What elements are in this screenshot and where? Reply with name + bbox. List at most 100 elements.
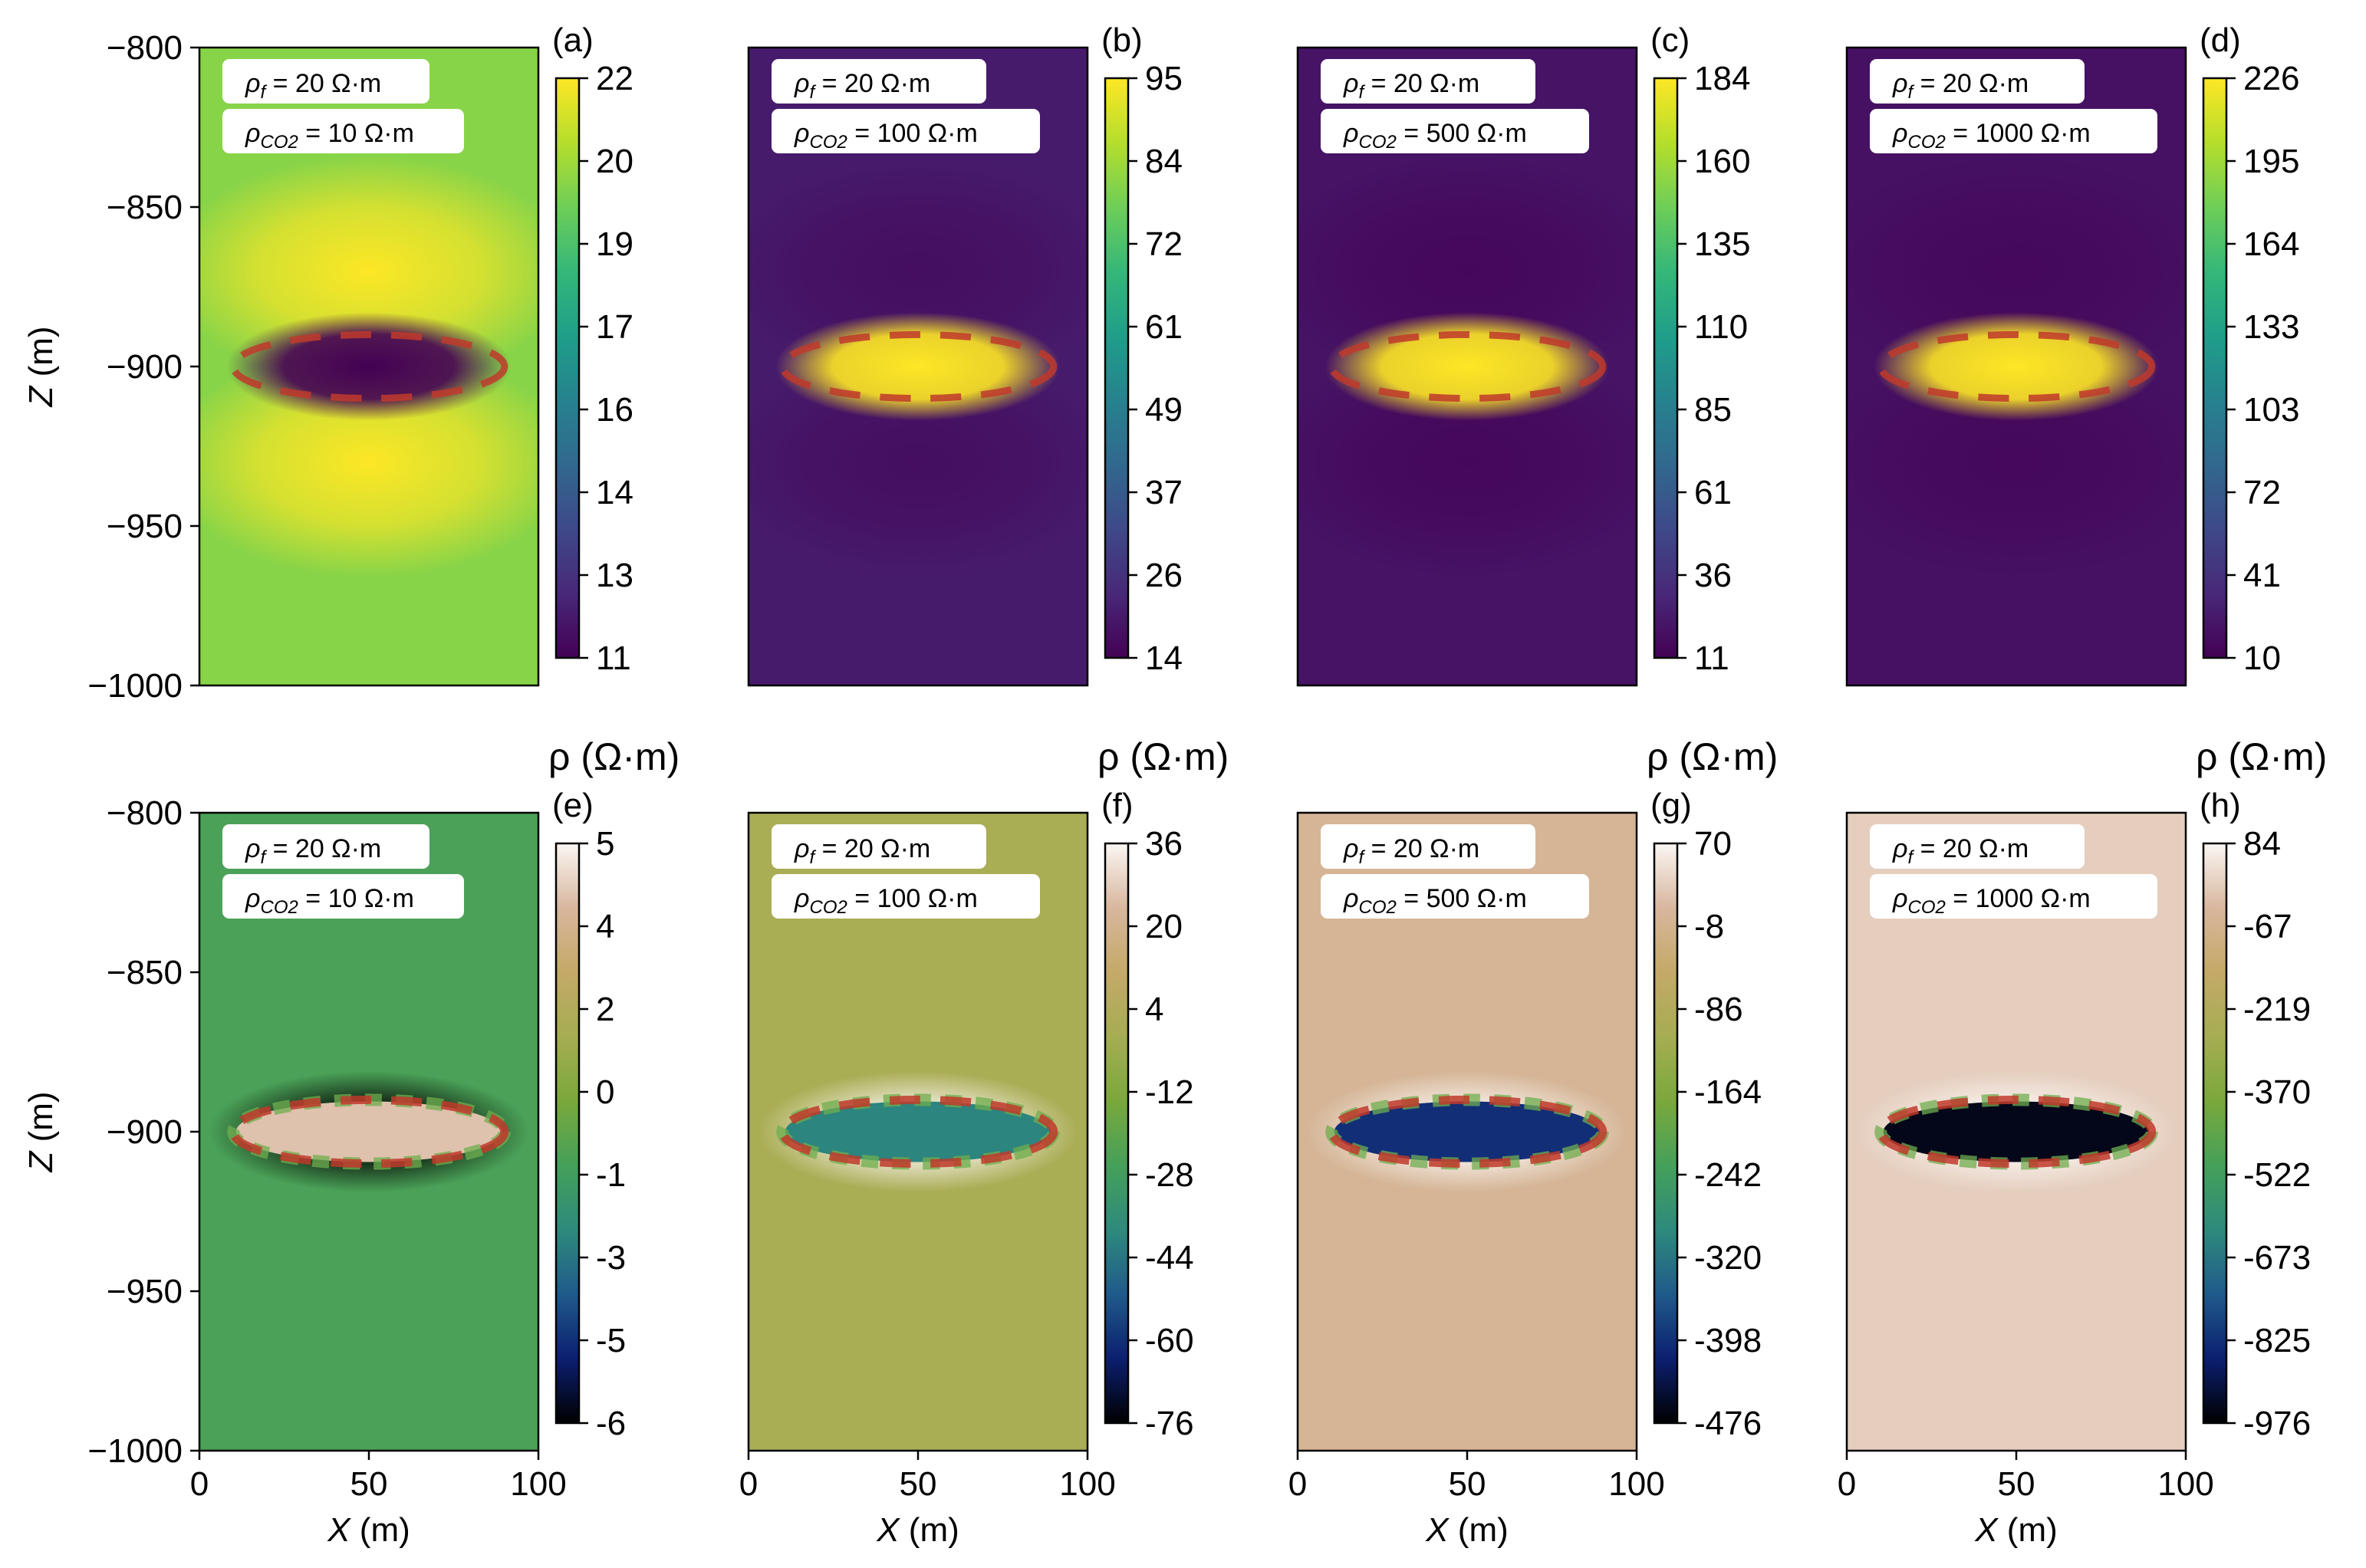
x-tick-label: 0	[1288, 1465, 1307, 1503]
annotation-rho-co2-symbol: ρ	[245, 884, 260, 913]
annotation-box-rho-f	[1321, 824, 1535, 869]
annotation-rho-f-value: = 20 Ω·m	[265, 69, 381, 98]
annotation-rho-f: ρf = 20 Ω·m	[245, 834, 381, 868]
anomaly-body	[235, 1101, 502, 1162]
annotation-rho-f-subscript: f	[260, 82, 267, 103]
y-tick-label: −850	[107, 189, 183, 226]
annotation-rho-co2-value: = 500 Ω·m	[1397, 884, 1527, 913]
x-axis-title: X (m)	[876, 1511, 959, 1549]
annotation-rho-co2: ρCO2 = 1000 Ω·m	[1892, 884, 2091, 918]
colorbar-tick-label: 61	[1145, 308, 1183, 346]
annotation-box-rho-f	[1870, 59, 2085, 104]
colorbar-tick-label: -44	[1145, 1239, 1194, 1277]
annotation-rho-co2: ρCO2 = 500 Ω·m	[1343, 119, 1527, 153]
true-boundary	[1876, 1095, 2157, 1169]
annotation-rho-co2-subscript: CO2	[809, 132, 847, 153]
colorbar	[554, 77, 581, 659]
x-axis-unit: (m)	[900, 1511, 959, 1549]
y-axis-title: Z (m)	[22, 326, 60, 407]
annotation-box-rho-co2	[222, 874, 464, 919]
annotation-rho-f-symbol: ρ	[1343, 834, 1358, 863]
plot-area	[199, 813, 538, 1451]
colorbar-tick-label: -825	[2243, 1322, 2311, 1359]
colorbar-tick-label: 14	[596, 474, 633, 511]
true-boundary	[1328, 330, 1607, 403]
plot-area	[749, 813, 1088, 1451]
annotation-rho-f-subscript: f	[1907, 82, 1914, 103]
annotation-box-rho-co2	[1321, 109, 1589, 153]
colorbar-tick-label: 41	[2243, 557, 2281, 594]
annotation-rho-co2-subscript: CO2	[1358, 897, 1396, 918]
annotation-rho-co2-value: = 100 Ω·m	[847, 884, 978, 913]
colorbar	[554, 842, 581, 1425]
annotation-rho-co2: ρCO2 = 10 Ω·m	[245, 884, 414, 918]
colorbar-tick-label: 70	[1694, 825, 1732, 863]
colorbar	[1104, 842, 1130, 1425]
colorbar-tick-label: 13	[596, 557, 633, 594]
x-tick-label: 50	[900, 1465, 937, 1503]
annotation-box-rho-co2	[1870, 874, 2157, 919]
true-boundary	[1877, 330, 2156, 403]
annotation-rho-f-value: = 20 Ω·m	[1913, 834, 2029, 863]
colorbar-tick-label: 72	[2243, 474, 2281, 511]
x-axis-var: X	[1974, 1511, 1999, 1549]
anomaly-body	[1334, 1101, 1601, 1162]
colorbar-tick-label: 195	[2243, 143, 2299, 180]
annotation-rho-co2-value: = 500 Ω·m	[1397, 119, 1527, 148]
y-axis-var: Z	[22, 1150, 60, 1173]
annotation-rho-f: ρf = 20 Ω·m	[1343, 834, 1479, 868]
annotation-box-rho-f	[772, 824, 986, 869]
colorbar-tick-label: -60	[1145, 1322, 1194, 1359]
colorbar	[1653, 77, 1679, 659]
anomaly-body	[785, 1101, 1051, 1162]
colorbar-tick-label: 14	[1145, 639, 1183, 677]
colorbar-tick-label: 49	[1145, 391, 1183, 429]
annotation-rho-co2-symbol: ρ	[1343, 884, 1358, 913]
colorbar-tick-label: -370	[2243, 1073, 2311, 1111]
annotation-rho-f-symbol: ρ	[794, 69, 809, 98]
panel-tag: (g)	[1650, 787, 1692, 824]
colorbar-unit-title: ρ (Ω·m)	[2196, 735, 2327, 778]
colorbar-tick-label: 103	[2243, 391, 2299, 429]
colorbar-tick-label: -12	[1145, 1073, 1194, 1111]
annotation-rho-f-value: = 20 Ω·m	[1364, 834, 1479, 863]
annotation-rho-f-value: = 20 Ω·m	[1364, 69, 1479, 98]
colorbar-tick-label: -28	[1145, 1156, 1194, 1194]
colorbar-tick-label: 2	[596, 991, 614, 1028]
y-tick-label: −800	[107, 29, 183, 67]
annotation-rho-co2-value: = 10 Ω·m	[298, 884, 414, 913]
x-tick-label: 100	[1608, 1465, 1664, 1503]
annotation-rho-f-subscript: f	[1907, 847, 1914, 868]
annotation-rho-f: ρf = 20 Ω·m	[1892, 69, 2029, 103]
anomaly-body	[1883, 1101, 2150, 1162]
colorbar-tick-label: -6	[596, 1405, 626, 1442]
x-tick-label: 0	[739, 1465, 758, 1503]
x-axis-title: X (m)	[327, 1511, 410, 1549]
annotation-rho-co2-subscript: CO2	[1907, 132, 1945, 153]
annotation-rho-f: ρf = 20 Ω·m	[794, 834, 930, 868]
x-tick-label: 100	[510, 1465, 566, 1503]
colorbar-tick-label: 20	[596, 143, 633, 180]
annotation-rho-co2-value: = 100 Ω·m	[847, 119, 978, 148]
annotation-rho-co2-value: = 10 Ω·m	[298, 119, 414, 148]
x-axis-var: X	[327, 1511, 351, 1549]
annotation-box-rho-co2	[772, 109, 1040, 153]
annotation-rho-co2-subscript: CO2	[260, 132, 298, 153]
colorbar-tick-label: 4	[1145, 991, 1163, 1028]
x-tick-label: 50	[350, 1465, 388, 1503]
annotation-rho-f-symbol: ρ	[794, 834, 809, 863]
x-tick-label: 0	[1838, 1465, 1856, 1503]
true-boundary	[778, 330, 1058, 403]
colorbar-tick-label: -8	[1694, 908, 1724, 945]
x-axis-var: X	[1425, 1511, 1450, 1549]
plot-area	[1847, 813, 2186, 1451]
x-axis-unit: (m)	[1998, 1511, 2058, 1549]
y-tick-label: −1000	[87, 667, 183, 705]
colorbar-tick-label: 0	[596, 1073, 614, 1111]
colorbar-tick-label: 133	[2243, 308, 2299, 346]
